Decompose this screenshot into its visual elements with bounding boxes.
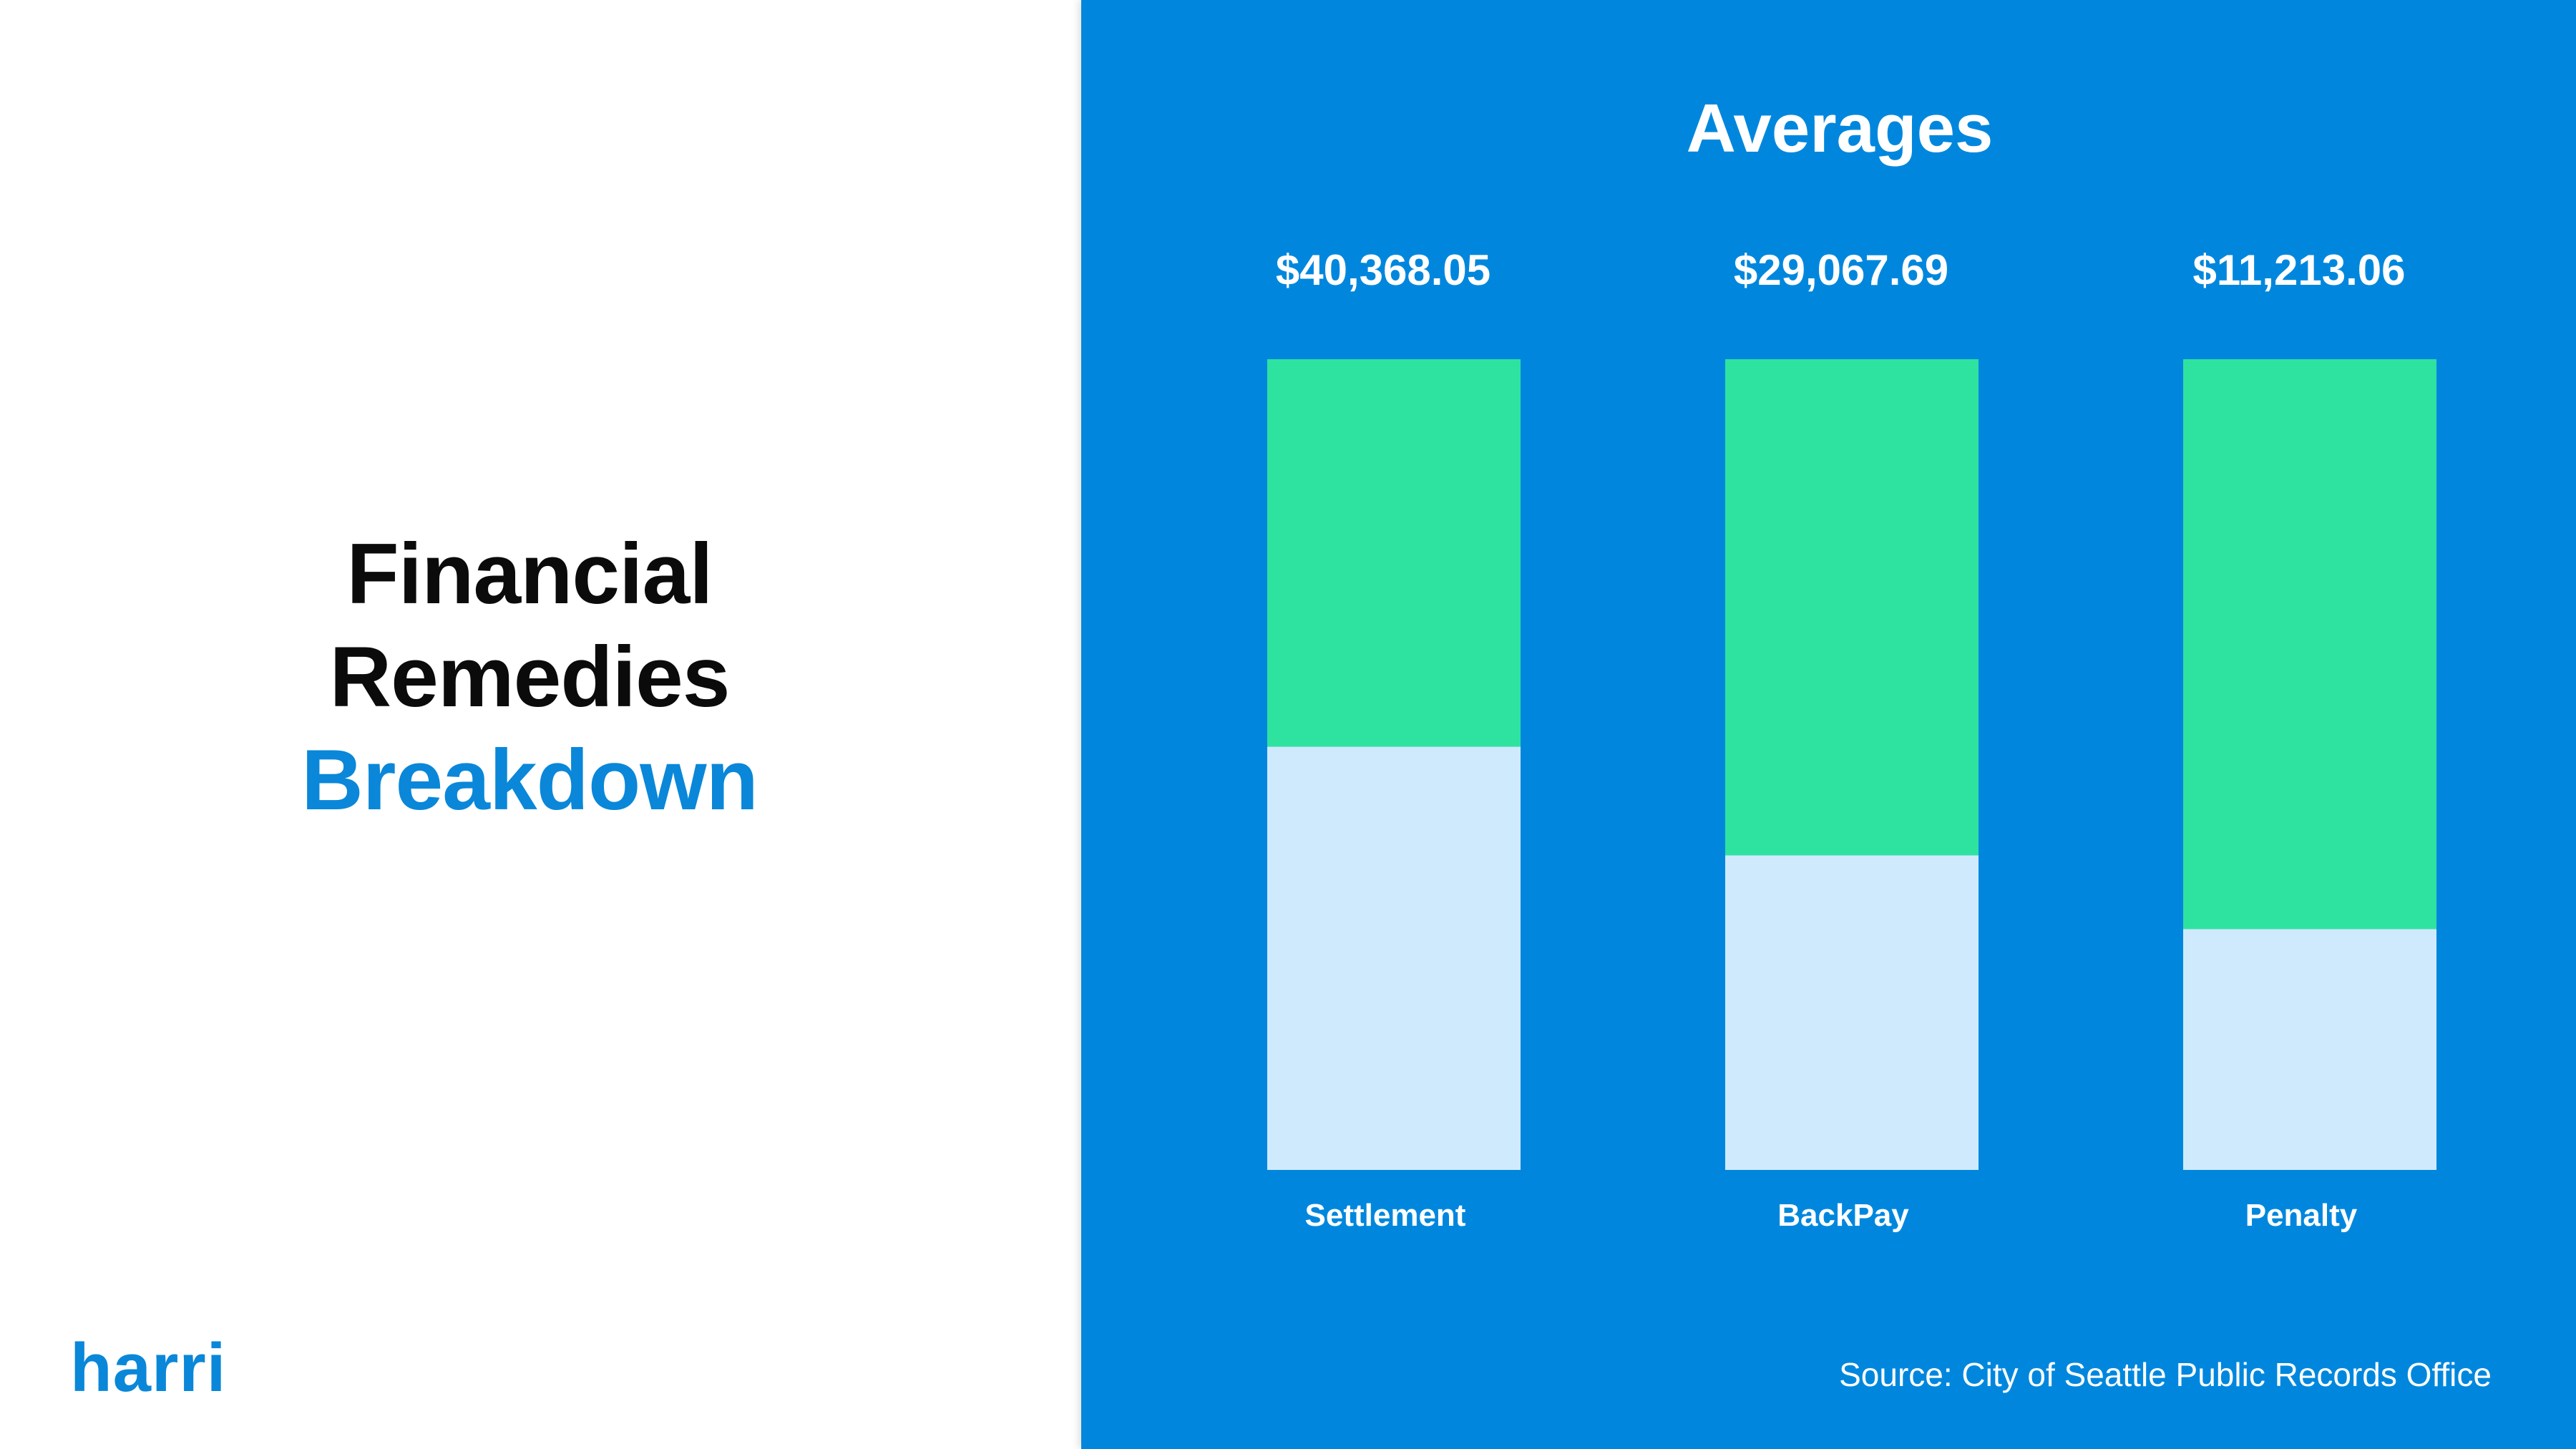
bar-group-settlement: $40,368.05 Settlement xyxy=(1267,246,1521,1233)
harri-logo: harri xyxy=(70,1330,227,1406)
bar-lower-penalty xyxy=(2183,929,2436,1170)
title-line-3: Breakdown xyxy=(301,732,758,828)
value-label-penalty: $11,213.06 xyxy=(2193,246,2406,294)
value-label-backpay: $29,067.69 xyxy=(1734,246,1948,294)
bar-upper-penalty xyxy=(2183,359,2436,930)
chart-title: Averages xyxy=(1687,90,1994,167)
bar-lower-settlement xyxy=(1267,746,1521,1170)
value-label-settlement: $40,368.05 xyxy=(1276,246,1491,294)
category-label-settlement: Settlement xyxy=(1305,1198,1466,1233)
page-title: Financial Remedies Breakdown xyxy=(0,522,1059,831)
chart-panel: Averages $40,368.05 Settlement $29,067.69 Ba… xyxy=(1081,0,2576,1449)
title-line-2: Remedies xyxy=(329,629,731,725)
bar-group-penalty: $11,213.06 Penalty xyxy=(2183,246,2436,1233)
source-note: Source: City of Seattle Public Records O… xyxy=(1839,1356,2492,1393)
category-label-backpay: BackPay xyxy=(1777,1198,1909,1233)
bar-group-backpay: $29,067.69 BackPay xyxy=(1725,246,1979,1233)
title-line-1: Financial xyxy=(346,526,713,622)
bar-lower-backpay xyxy=(1725,855,1979,1170)
bar-upper-backpay xyxy=(1725,359,1979,856)
category-label-penalty: Penalty xyxy=(2245,1198,2358,1233)
left-panel: Financial Remedies Breakdown harri xyxy=(0,0,1081,1449)
bar-upper-settlement xyxy=(1267,359,1521,747)
averages-chart: Averages $40,368.05 Settlement $29,067.69 Ba… xyxy=(1267,90,2436,1233)
